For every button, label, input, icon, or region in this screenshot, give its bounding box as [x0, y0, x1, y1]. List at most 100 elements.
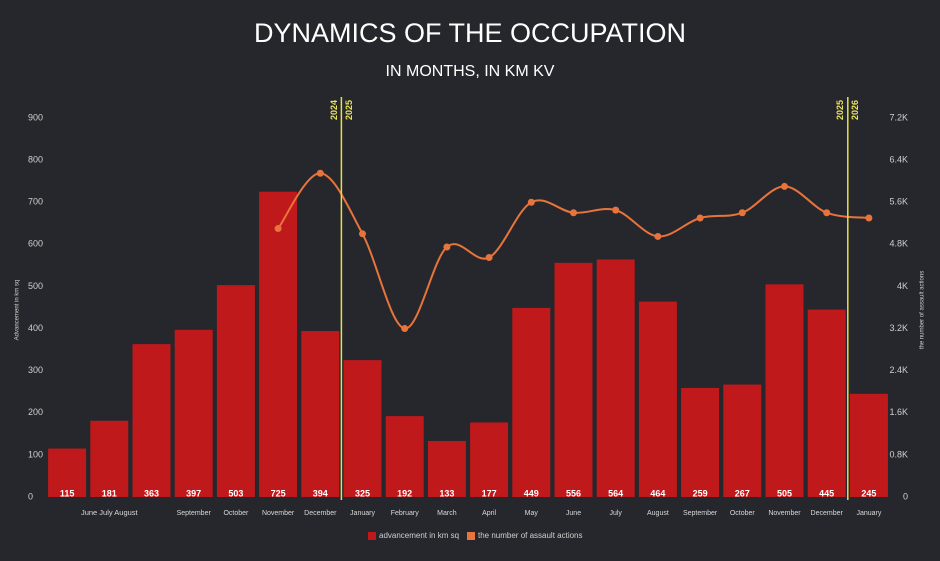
y-tick-label: 600	[28, 239, 43, 249]
value-label: 363	[144, 488, 159, 498]
x-tick-label: January	[350, 510, 375, 517]
value-label: 397	[186, 488, 201, 498]
line-point	[401, 325, 409, 333]
x-tick-label: October	[730, 510, 756, 517]
bar	[512, 307, 551, 497]
line-point	[781, 182, 788, 190]
y2-tick-label: 5.6K	[889, 197, 908, 207]
value-label: 133	[439, 488, 454, 498]
legend-swatch	[368, 532, 376, 540]
line-point	[527, 198, 535, 206]
y-tick-label: 0	[28, 491, 33, 501]
line	[277, 172, 870, 330]
bar	[174, 329, 213, 497]
bar	[765, 284, 804, 497]
line-point	[738, 209, 746, 217]
y2-tick-label: 4K	[897, 281, 908, 291]
value-label: 505	[777, 488, 792, 498]
line-point	[865, 214, 873, 222]
bar	[216, 285, 255, 497]
value-label: 564	[608, 488, 623, 498]
x-tick-label: October	[223, 510, 249, 517]
value-label: 556	[566, 488, 581, 498]
line-point	[485, 253, 493, 261]
line-point	[570, 209, 577, 217]
bar	[48, 448, 87, 497]
y2-tick-label: 0.8K	[889, 449, 908, 459]
y2-tick-label: 6.4K	[889, 154, 908, 164]
value-label: 192	[397, 488, 412, 498]
bar	[849, 393, 888, 497]
year-label: 2025	[835, 100, 845, 120]
line-point	[654, 232, 662, 240]
line-point	[316, 169, 324, 177]
x-tick-label: December	[811, 510, 844, 517]
line-point	[823, 209, 831, 217]
value-label: 725	[271, 488, 286, 498]
value-label: 449	[524, 488, 539, 498]
legend-swatch	[467, 532, 475, 540]
x-tick-label: May	[525, 510, 539, 517]
bar	[807, 309, 846, 497]
y-tick-label: 800	[28, 154, 43, 164]
x-tick-label: January	[856, 510, 881, 517]
value-label: 503	[228, 488, 243, 498]
year-label: 2025	[344, 100, 354, 120]
line-point	[359, 230, 366, 238]
line-point	[274, 225, 282, 233]
line-point	[443, 243, 451, 251]
line-point	[612, 206, 620, 214]
value-label: 267	[735, 488, 750, 498]
y-tick-label: 200	[28, 407, 43, 417]
x-tick-label: August	[647, 510, 669, 517]
x-tick-label: September	[683, 510, 718, 517]
legend-label: advancement in km sq	[379, 531, 459, 540]
x-tick-label: November	[768, 510, 801, 517]
y-tick-label: 500	[28, 281, 43, 291]
value-label: 177	[482, 488, 497, 498]
y2-tick-label: 1.6K	[889, 407, 908, 417]
value-label: 394	[313, 488, 328, 498]
y-tick-label: 400	[28, 323, 43, 333]
value-label: 245	[861, 488, 876, 498]
bar	[343, 360, 382, 497]
legend-label: the number of assault actions	[478, 531, 583, 540]
bar	[554, 262, 593, 497]
line-point	[696, 214, 704, 222]
bar	[301, 331, 340, 497]
y-tick-label: 700	[28, 197, 43, 207]
y2-axis-label: the number of assault actions	[920, 271, 926, 349]
x-tick-label: March	[437, 510, 457, 517]
y2-tick-label: 2.4K	[889, 365, 908, 375]
y-tick-label: 300	[28, 365, 43, 375]
x-tick-label: June July August	[81, 508, 139, 517]
value-label: 259	[693, 488, 708, 498]
bar	[90, 420, 129, 497]
year-label: 2026	[850, 100, 860, 120]
x-tick-label: July	[609, 510, 622, 517]
x-tick-label: April	[482, 510, 496, 517]
bar	[638, 301, 677, 497]
value-label: 445	[819, 488, 834, 498]
value-label: 115	[60, 488, 75, 498]
y2-tick-label: 4.8K	[889, 239, 908, 249]
x-tick-label: December	[304, 510, 337, 517]
bar	[596, 259, 635, 497]
value-label: 325	[355, 488, 370, 498]
y-tick-label: 900	[28, 112, 43, 122]
chart-subtitle: IN MONTHS, IN KM KV	[386, 63, 555, 80]
bar	[132, 344, 171, 497]
value-label: 464	[650, 488, 665, 498]
y2-tick-label: 0	[903, 491, 908, 501]
y2-tick-label: 3.2K	[889, 323, 908, 333]
chart-title: DYNAMICS OF THE OCCUPATION	[254, 18, 686, 48]
y-tick-label: 100	[28, 449, 43, 459]
x-tick-label: February	[391, 510, 420, 517]
year-label: 2024	[329, 100, 339, 120]
bar	[723, 384, 762, 497]
x-tick-label: September	[177, 510, 212, 517]
value-label: 181	[102, 488, 117, 498]
y2-tick-label: 7.2K	[889, 112, 908, 122]
y-axis-label: Advancement in km sq	[15, 280, 21, 341]
